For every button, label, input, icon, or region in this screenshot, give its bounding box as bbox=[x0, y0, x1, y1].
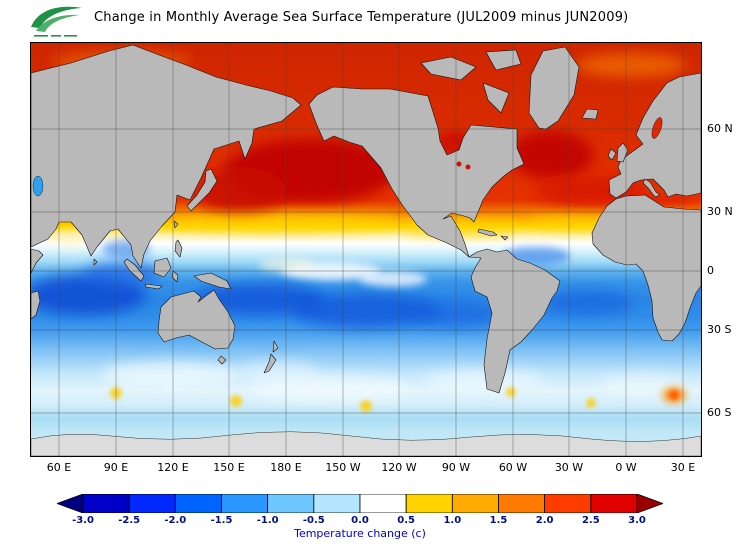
colorbar-tick-label: -2.0 bbox=[164, 515, 187, 526]
landmass-japan bbox=[186, 168, 218, 212]
colorbar-segment bbox=[590, 493, 638, 514]
landmass-africa bbox=[591, 194, 702, 342]
colorbar-segment bbox=[498, 493, 546, 514]
inland-seas bbox=[32, 117, 663, 197]
landmass-italy bbox=[642, 178, 661, 198]
y-tick-label: 30 N bbox=[707, 205, 733, 218]
x-tick-label: 150 E bbox=[213, 461, 245, 474]
colorbar-right-arrow bbox=[636, 493, 665, 514]
logo-caption-mark bbox=[51, 35, 61, 37]
x-tick-label: 90 W bbox=[441, 461, 471, 474]
colorbar-segment bbox=[451, 493, 499, 514]
antarctic-no-data-region bbox=[30, 431, 702, 457]
landmass-tasmania bbox=[217, 355, 227, 365]
colorbar-segment bbox=[313, 493, 361, 514]
landmass-iceland bbox=[581, 108, 599, 120]
graticule-grid-lines bbox=[31, 43, 701, 456]
colorbar-tick-label: -2.5 bbox=[118, 515, 141, 526]
landmass-cuba bbox=[477, 228, 498, 237]
colorbar-segment bbox=[267, 493, 315, 514]
x-tick-label: 30 E bbox=[670, 461, 696, 474]
colorbar-tick-label: -0.5 bbox=[302, 515, 325, 526]
logo-wave-bottom bbox=[36, 14, 80, 32]
landmass-new-zealand bbox=[263, 340, 279, 374]
colorbar-tick-label: 0.0 bbox=[351, 515, 369, 526]
landmass-new-guinea bbox=[193, 272, 232, 290]
colorbar-tick-label: -1.0 bbox=[256, 515, 279, 526]
y-tick-label: 60 S bbox=[707, 406, 732, 419]
colorbar-segment bbox=[128, 493, 176, 514]
y-tick-label: 0 bbox=[707, 264, 714, 277]
x-tick-label: 30 W bbox=[554, 461, 584, 474]
caspian-sea bbox=[32, 175, 44, 197]
landmass-madagascar bbox=[30, 290, 41, 320]
colorbar-caption: Temperature change (c) bbox=[294, 527, 426, 540]
colorbar-segment bbox=[174, 493, 222, 514]
x-tick-label: 60 E bbox=[46, 461, 72, 474]
colorbar-tick-label: 1.0 bbox=[443, 515, 462, 526]
x-tick-label: 60 W bbox=[498, 461, 528, 474]
figure-title: Change in Monthly Average Sea Surface Te… bbox=[94, 10, 629, 25]
colorbar-tick-label: -1.5 bbox=[210, 515, 233, 526]
x-tick-label: 0 W bbox=[615, 461, 637, 474]
colorbar-tick-label: 1.5 bbox=[489, 515, 508, 526]
landmass-sumatra bbox=[123, 258, 145, 282]
x-tick-label: 120 E bbox=[157, 461, 189, 474]
logo-caption-mark bbox=[34, 35, 48, 37]
landmass-sri-lanka bbox=[93, 258, 98, 266]
landmass-britain bbox=[616, 142, 629, 163]
colorbar-segment bbox=[82, 493, 130, 514]
landmass-taiwan bbox=[173, 220, 179, 229]
x-tick-label: 180 E bbox=[270, 461, 302, 474]
colorbar-tick-label: -3.0 bbox=[72, 515, 94, 526]
landmass-java bbox=[144, 283, 163, 290]
colorbar-left-arrow bbox=[55, 493, 84, 514]
great-lakes bbox=[465, 164, 471, 170]
y-tick-label: 30 S bbox=[707, 323, 732, 336]
great-lakes bbox=[456, 161, 462, 167]
map-frame bbox=[26, 42, 702, 457]
logo-caption-mark bbox=[64, 35, 77, 37]
temperature-colorbar: Temperature change (c) -3.0 -2.5 -2.0 -1.5 -… bbox=[55, 493, 665, 540]
landmass-greenland bbox=[528, 46, 580, 130]
logo-wave-top bbox=[31, 6, 82, 28]
x-tick-label: 90 E bbox=[103, 461, 129, 474]
colorbar-scale bbox=[55, 493, 665, 514]
colorbar-tick-label: 3.0 bbox=[628, 515, 646, 526]
colorbar-segment bbox=[221, 493, 269, 514]
landmass-australia bbox=[157, 289, 236, 350]
agency-logo-icon bbox=[31, 6, 82, 37]
landmass-south-america bbox=[468, 248, 561, 394]
landmass-philippines bbox=[174, 239, 183, 258]
y-tick-label: 60 N bbox=[707, 122, 733, 135]
landmass-horn-of-africa bbox=[30, 248, 44, 274]
colorbar-segment bbox=[359, 493, 407, 514]
colorbar-tick-label: 2.0 bbox=[535, 515, 554, 526]
landmass-north-america bbox=[308, 86, 525, 258]
landmass-ireland bbox=[607, 148, 617, 161]
colorbar-segment bbox=[544, 493, 592, 514]
colorbar-tick-label: 2.5 bbox=[581, 515, 600, 526]
x-tick-label: 120 W bbox=[381, 461, 417, 474]
x-tick-label: 150 W bbox=[325, 461, 361, 474]
sst-change-world-map bbox=[26, 43, 702, 457]
colorbar-tick-label: 0.5 bbox=[397, 515, 416, 526]
colorbar-segment bbox=[405, 493, 453, 514]
landmass-arctic-islands bbox=[420, 49, 522, 114]
landmass-hispaniola bbox=[500, 235, 509, 241]
landmass-sulawesi bbox=[171, 270, 179, 283]
